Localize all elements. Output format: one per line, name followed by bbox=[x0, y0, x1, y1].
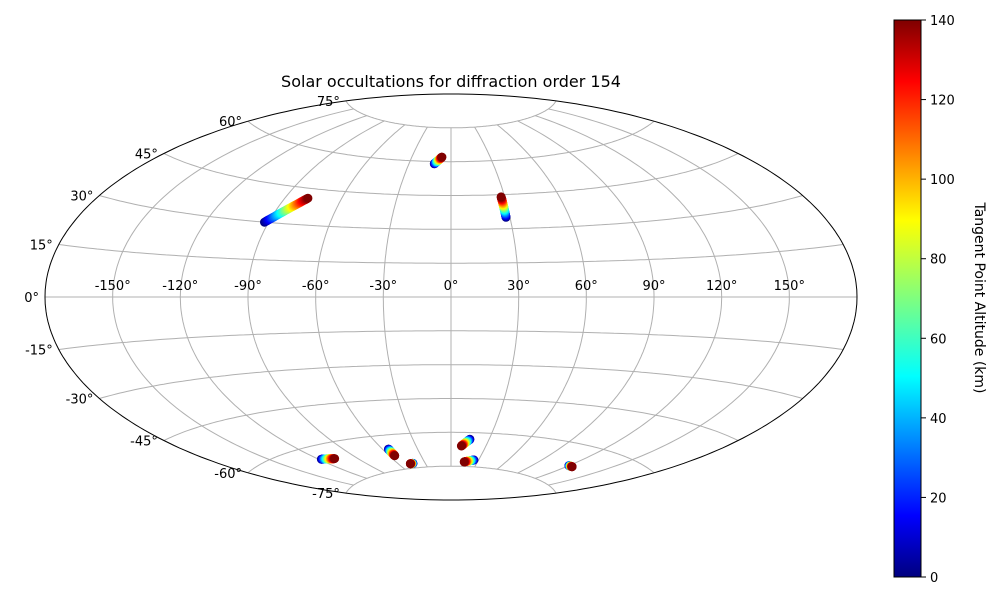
latitude-tick-label: -60° bbox=[214, 467, 242, 482]
colorbar-tick-label: 40 bbox=[930, 412, 947, 427]
chart-title: Solar occultations for diffraction order… bbox=[281, 72, 621, 91]
occultation-track bbox=[564, 461, 577, 472]
parallel-line bbox=[345, 465, 557, 494]
parallel-line bbox=[58, 244, 844, 264]
latitude-tick-label: 75° bbox=[317, 95, 340, 110]
occultation-point bbox=[456, 441, 466, 451]
occultation-point bbox=[496, 192, 506, 202]
colorbar-tick-label: 0 bbox=[930, 571, 938, 586]
longitude-tick-label: 0° bbox=[444, 279, 459, 294]
latitude-tick-label: -45° bbox=[130, 435, 158, 450]
latitude-tick-label: 30° bbox=[70, 190, 93, 205]
longitude-tick-label: 60° bbox=[575, 279, 598, 294]
colorbar-tick-label: 20 bbox=[930, 491, 947, 506]
latitude-tick-label: -15° bbox=[25, 344, 53, 359]
occultation-track bbox=[384, 444, 400, 461]
latitude-labels: -75° -60° -45° -30° -15° 0° 15° 30° 45° 60° 75° bbox=[24, 95, 340, 502]
latitude-tick-label: 15° bbox=[30, 239, 53, 254]
colorbar-tick-label: 60 bbox=[930, 332, 947, 347]
latitude-tick-label: -75° bbox=[312, 487, 340, 502]
latitude-tick-label: 0° bbox=[24, 291, 39, 306]
occultation-point bbox=[459, 457, 469, 467]
longitude-tick-label: 90° bbox=[642, 279, 665, 294]
occultation-track bbox=[429, 152, 447, 169]
occultation-track bbox=[456, 434, 475, 451]
parallel-line bbox=[99, 195, 803, 230]
parallel-line bbox=[247, 120, 655, 163]
occultation-track bbox=[496, 192, 511, 222]
occultation-point bbox=[303, 193, 313, 203]
occultation-point bbox=[390, 451, 400, 461]
longitude-tick-label: -120° bbox=[162, 279, 198, 294]
longitude-labels: -150° -120° -90° -60° -30° 0° 30° 60° 90° 120° 150… bbox=[95, 279, 805, 294]
parallel-line bbox=[247, 431, 655, 474]
longitude-tick-label: -90° bbox=[234, 279, 262, 294]
occultation-track bbox=[316, 454, 340, 464]
graticule bbox=[45, 100, 857, 494]
colorbar bbox=[893, 19, 922, 578]
longitude-tick-label: 120° bbox=[706, 279, 737, 294]
occultation-points bbox=[260, 152, 577, 472]
parallel-line bbox=[58, 330, 844, 350]
occultation-point bbox=[437, 152, 447, 162]
colorbar-tick-label: 80 bbox=[930, 253, 947, 268]
colorbar-label: Tangent Point Altitude (km) bbox=[971, 201, 987, 393]
longitude-tick-label: 30° bbox=[507, 279, 530, 294]
longitude-tick-label: -30° bbox=[369, 279, 397, 294]
map-outline bbox=[44, 93, 858, 501]
latitude-tick-label: 45° bbox=[135, 148, 158, 163]
colorbar-tick-label: 120 bbox=[930, 94, 955, 109]
parallel-line bbox=[163, 398, 739, 441]
latitude-tick-label: -30° bbox=[66, 393, 94, 408]
latitude-tick-label: 60° bbox=[219, 115, 242, 130]
occultation-point bbox=[567, 462, 577, 472]
longitude-tick-label: -60° bbox=[302, 279, 330, 294]
colorbar-ticks: 0 20 40 60 80 100 120 140 bbox=[921, 14, 955, 586]
colorbar-tick-label: 100 bbox=[930, 173, 955, 188]
occultation-track bbox=[459, 455, 479, 467]
longitude-tick-label: 150° bbox=[774, 279, 805, 294]
occultation-point bbox=[330, 454, 340, 464]
parallel-line bbox=[163, 153, 739, 196]
occultation-track bbox=[405, 458, 418, 469]
colorbar-tick-label: 140 bbox=[930, 14, 955, 29]
occultation-point bbox=[405, 459, 415, 469]
occultation-track bbox=[260, 193, 313, 227]
parallel-line bbox=[345, 100, 557, 129]
parallel-line bbox=[99, 364, 803, 399]
longitude-tick-label: -150° bbox=[95, 279, 131, 294]
